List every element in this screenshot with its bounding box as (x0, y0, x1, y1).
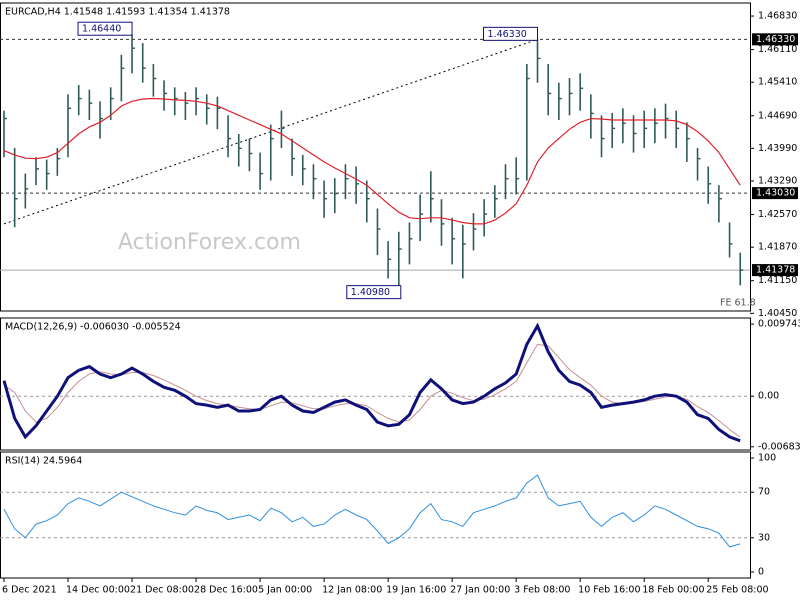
x-tick-label: 28 Dec 16:00 (194, 585, 258, 596)
annotation-label: 1.46330 (488, 29, 527, 40)
y-tick-label: 1.43290 (758, 175, 797, 186)
x-tick-label: 5 Jan 00:00 (258, 585, 312, 596)
y-tick-label: 1.46830 (758, 11, 797, 22)
y-tick-label: 1.44690 (758, 110, 797, 121)
x-tick-label: 19 Jan 16:00 (386, 585, 446, 596)
y-tick-label: 0.009743 (758, 319, 800, 330)
price-level-label: 1.41378 (756, 265, 795, 276)
annotation-label: 1.46440 (82, 24, 121, 35)
price-level-label: 1.43030 (756, 188, 795, 199)
pane-frame (0, 2, 751, 312)
y-tick-label: 1.45410 (758, 77, 797, 88)
pane-frame (0, 317, 751, 451)
y-tick-label: 70 (758, 487, 770, 498)
annotation-box (346, 285, 402, 300)
x-tick-label: 27 Jan 00:00 (450, 585, 510, 596)
y-tick-label: 1.41870 (758, 242, 797, 253)
price-level-label: 1.46330 (756, 34, 795, 45)
x-tick-label: 25 Feb 08:00 (706, 585, 768, 596)
x-tick-label: 3 Feb 08:00 (514, 585, 570, 596)
price-level-box (752, 187, 798, 200)
x-tick-label: 10 Feb 16:00 (578, 585, 640, 596)
pane-title: MACD(12,26,9) -0.006030 -0.005524 (5, 322, 181, 333)
watermark: ActionForex.com (118, 230, 301, 255)
y-tick-label: 0.00 (758, 391, 779, 402)
x-tick-label: 18 Feb 00:00 (642, 585, 704, 596)
moving-average (3, 97, 741, 225)
annotation-box (483, 26, 538, 41)
x-tick-label: 21 Dec 08:00 (130, 585, 194, 596)
x-tick-label: 14 Dec 00:00 (66, 585, 130, 596)
y-tick-label: 1.46110 (758, 44, 797, 55)
x-tick-label: 6 Dec 2021 (2, 585, 57, 596)
trend-line (3, 38, 538, 225)
y-tick-label: 1.41150 (758, 275, 797, 286)
y-tick-label: 30 (758, 532, 770, 543)
pane-title: EURCAD,H4 1.41548 1.41593 1.41354 1.4137… (5, 7, 230, 18)
price-level-box (752, 264, 798, 277)
pane-title: RSI(14) 24.5964 (5, 456, 82, 467)
price-level-box (752, 33, 798, 46)
annotation-label: 1.40980 (351, 287, 390, 298)
rsi-line (3, 474, 741, 548)
y-tick-label: 100 (758, 453, 776, 464)
fe-label: FE 61.8 (720, 298, 756, 309)
annotation-box (77, 21, 133, 36)
y-tick-label: 1.40450 (758, 308, 797, 319)
y-tick-label: 1.42570 (758, 209, 797, 220)
y-tick-label: 1.43990 (758, 143, 797, 154)
y-tick-label: 0 (758, 566, 764, 577)
y-tick-label: -0.006838 (758, 441, 800, 452)
pane-frame (0, 451, 751, 579)
macd-line (2, 322, 741, 443)
x-tick-label: 12 Jan 08:00 (322, 585, 382, 596)
